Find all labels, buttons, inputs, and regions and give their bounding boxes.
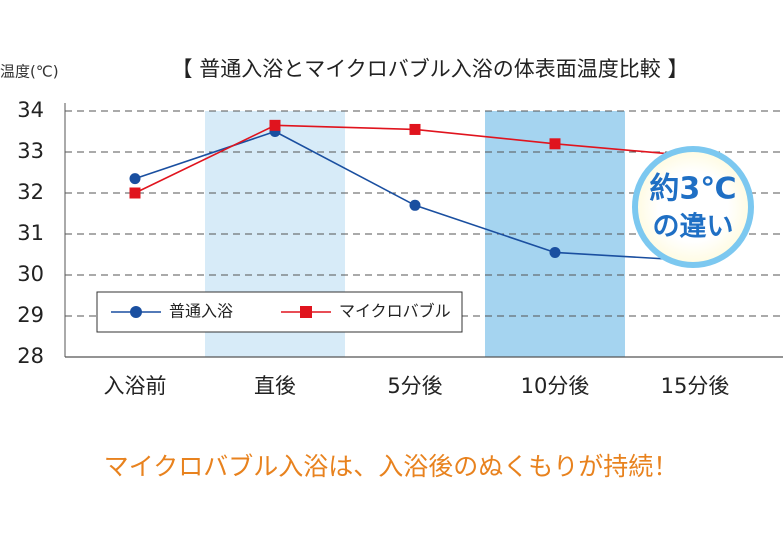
highlight-band <box>485 111 625 357</box>
marker <box>269 119 281 131</box>
marker <box>409 199 421 211</box>
chart-title: 【 普通入浴とマイクロバブル入浴の体表面温度比較 】 <box>172 57 689 81</box>
x-tick-label: 15分後 <box>661 374 730 398</box>
annotation: 約3℃ <box>649 172 736 207</box>
footer: マイクロバブル入浴は、入浴後のぬくもりが持続！ <box>104 452 679 481</box>
marker <box>549 138 561 150</box>
legend-marker <box>130 306 142 318</box>
legend-marker <box>300 306 312 318</box>
y-tick-label: 34 <box>17 98 44 122</box>
y-tick-label: 31 <box>17 221 44 245</box>
y-tick-label: 32 <box>17 180 44 204</box>
x-tick-label: 直後 <box>254 374 296 398</box>
y-tick-label: 28 <box>17 344 44 368</box>
marker <box>549 246 561 258</box>
y-tick-label: 29 <box>17 303 44 327</box>
legend-label: 普通入浴 <box>169 302 233 321</box>
x-tick-label: 5分後 <box>387 374 442 398</box>
marker <box>129 187 141 199</box>
badge <box>632 146 754 268</box>
y-tick-label: 30 <box>17 262 44 286</box>
marker <box>409 123 421 135</box>
legend-box <box>96 291 463 333</box>
x-tick-label: 入浴前 <box>104 374 167 398</box>
y-tick-label: 33 <box>17 139 44 163</box>
legend-label: マイクロバブル <box>339 302 451 321</box>
x-tick-label: 10分後 <box>521 374 590 398</box>
annotation: の違い <box>653 212 734 243</box>
y-axis-label: 温度(℃) <box>0 63 59 81</box>
marker <box>129 173 141 185</box>
